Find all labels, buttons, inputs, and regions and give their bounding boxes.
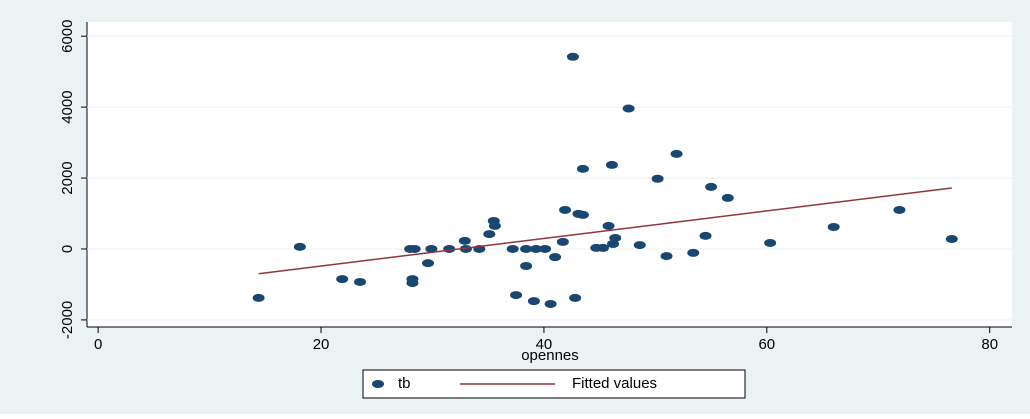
x-tick-label: 40 (536, 336, 553, 353)
point (489, 222, 501, 230)
y-tick-label: 6000 (59, 19, 76, 52)
point (294, 243, 306, 251)
point (354, 278, 366, 286)
point (510, 291, 522, 299)
point (549, 253, 561, 261)
x-tick-label: 80 (981, 336, 998, 353)
x-tick-label: 0 (94, 336, 102, 353)
y-tick-label: -2000 (59, 301, 76, 339)
point (597, 244, 609, 252)
point (336, 275, 348, 283)
point (406, 279, 418, 287)
point (539, 245, 551, 253)
point (559, 206, 571, 214)
point (946, 235, 958, 243)
point (606, 161, 618, 169)
point (609, 234, 621, 242)
point (764, 239, 776, 247)
point (700, 232, 712, 240)
point (577, 165, 589, 173)
point (483, 230, 495, 238)
point (661, 252, 673, 260)
y-tick-label: 0 (59, 245, 76, 253)
point (253, 294, 265, 302)
point (528, 297, 540, 305)
point (893, 206, 905, 214)
point (507, 245, 519, 253)
point (828, 223, 840, 231)
point (623, 105, 635, 113)
x-tick-label: 60 (758, 336, 775, 353)
plot-area (87, 22, 1012, 327)
point (687, 249, 699, 257)
point (569, 294, 581, 302)
chart: opennes -20000200040006000020406080tbFit… (0, 0, 1030, 414)
point (545, 300, 557, 308)
point (577, 211, 589, 219)
point (557, 238, 569, 246)
legend-marker (372, 380, 384, 388)
point (634, 241, 646, 249)
point (603, 222, 615, 230)
legend-label: tb (398, 375, 411, 392)
point (671, 150, 683, 158)
point (520, 262, 532, 270)
point (409, 245, 421, 253)
point (567, 53, 579, 61)
y-tick-label: 4000 (59, 90, 76, 123)
point (652, 175, 664, 183)
y-tick-label: 2000 (59, 161, 76, 194)
legend-label: Fitted values (572, 375, 657, 392)
point (459, 237, 471, 245)
x-tick-label: 20 (313, 336, 330, 353)
point (422, 259, 434, 267)
point (705, 183, 717, 191)
point (722, 194, 734, 202)
